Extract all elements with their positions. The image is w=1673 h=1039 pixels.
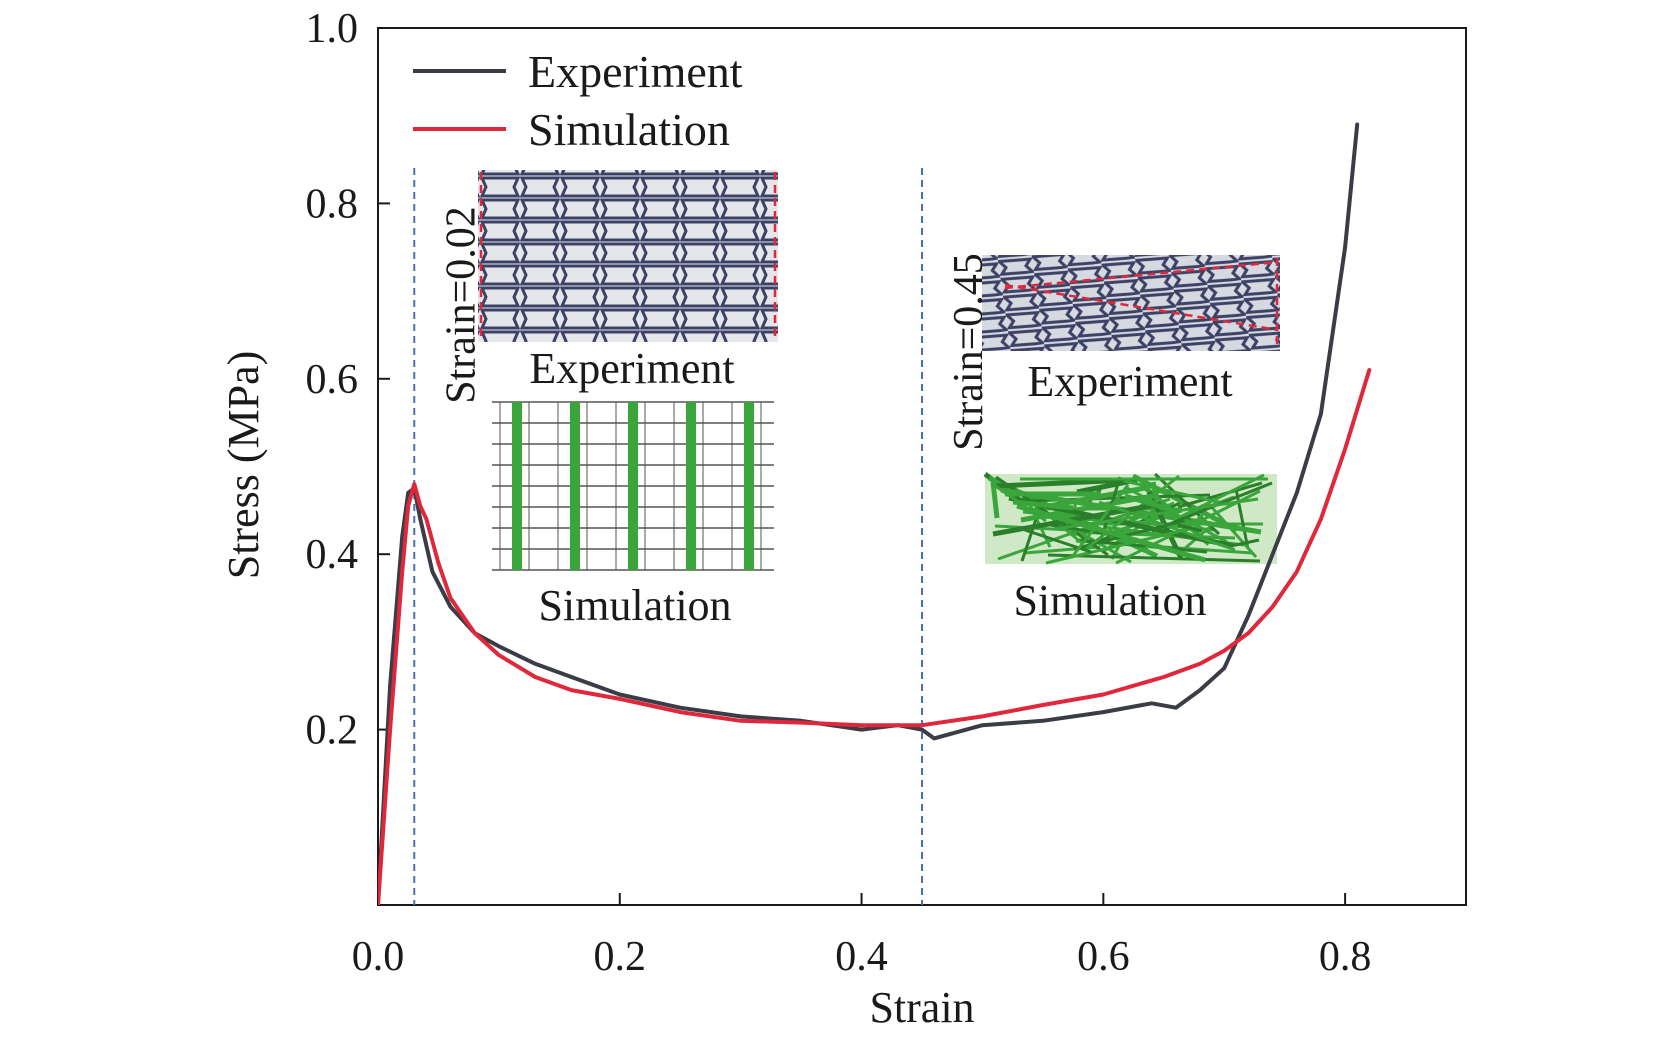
y-axis-label: Stress (MPa) <box>219 351 268 580</box>
x-axis-ticks: 0.0 0.2 0.4 0.6 0.8 <box>352 893 1372 980</box>
inset-right-experiment-label: Experiment <box>1027 357 1232 406</box>
x-tick-label: 0.0 <box>352 934 405 980</box>
x-tick-label: 0.2 <box>594 934 647 980</box>
series-layer <box>378 122 1372 905</box>
sim-strut <box>1124 493 1166 511</box>
series-line-experiment <box>378 122 1360 905</box>
sim-strut <box>1230 538 1260 548</box>
y-tick-label: 0.4 <box>306 532 359 578</box>
sim-green-column <box>628 402 638 570</box>
x-tick-label: 0.8 <box>1319 934 1372 980</box>
sim-strut <box>1012 499 1074 511</box>
x-tick-label: 0.4 <box>835 934 888 980</box>
inset-right-dashed-diagonal-2 <box>1004 283 1279 332</box>
y-tick-label: 0.8 <box>306 181 359 227</box>
legend: Experiment Simulation <box>413 46 743 155</box>
sim-strut <box>996 477 1130 489</box>
inset-left-experiment <box>478 170 778 342</box>
sim-strut <box>1086 474 1180 550</box>
sim-strut <box>1047 553 1261 563</box>
y-tick-label: 0.6 <box>306 357 359 403</box>
sim-strut <box>1192 509 1208 525</box>
sim-strut <box>1045 525 1199 565</box>
inset-right-dashed-diagonal-1 <box>1004 260 1279 290</box>
inset-right-experiment <box>982 255 1280 351</box>
x-axis-label: Strain <box>869 983 974 1032</box>
sim-strut <box>1053 497 1259 531</box>
sim-strut <box>1126 486 1228 544</box>
sim-strut <box>1048 485 1146 509</box>
sim-strut <box>1177 523 1203 533</box>
legend-label-experiment: Experiment <box>528 46 743 97</box>
y-tick-label: 1.0 <box>306 6 359 52</box>
legend-label-simulation: Simulation <box>528 104 730 155</box>
reference-lines: Strain=0.02 Strain=0.45 <box>413 168 992 905</box>
sim-strut <box>1177 481 1263 509</box>
reference-line-label: Strain=0.02 <box>438 206 484 404</box>
x-tick-label: 0.6 <box>1077 934 1130 980</box>
sim-strut <box>1150 481 1160 501</box>
inset-left-simulation-label: Simulation <box>538 581 731 630</box>
inset-right-simulation-label: Simulation <box>1013 576 1206 625</box>
sim-strut <box>1070 484 1130 558</box>
sim-strut <box>1046 512 1084 546</box>
sim-green-column <box>570 402 580 570</box>
sim-strut <box>1234 488 1250 550</box>
sim-strut <box>1016 503 1206 563</box>
inset-left-experiment-label: Experiment <box>529 344 734 393</box>
sim-strut <box>1020 512 1040 562</box>
y-axis-ticks: 0.2 0.4 0.6 0.8 1.0 <box>306 6 390 754</box>
sim-green-column <box>686 402 696 570</box>
inset-left-simulation-image <box>492 401 774 571</box>
inset-right-simulation-image <box>983 472 1277 565</box>
sim-strut <box>1179 473 1265 519</box>
sim-green-column <box>744 402 754 570</box>
inset-left-experiment-image <box>478 170 778 342</box>
y-tick-label: 0.2 <box>306 708 359 754</box>
inset-right-experiment-image <box>982 255 1280 351</box>
sim-strut <box>1123 479 1233 507</box>
series-line-simulation <box>378 368 1372 905</box>
sim-strut <box>990 481 1000 519</box>
sim-green-column <box>512 402 522 570</box>
